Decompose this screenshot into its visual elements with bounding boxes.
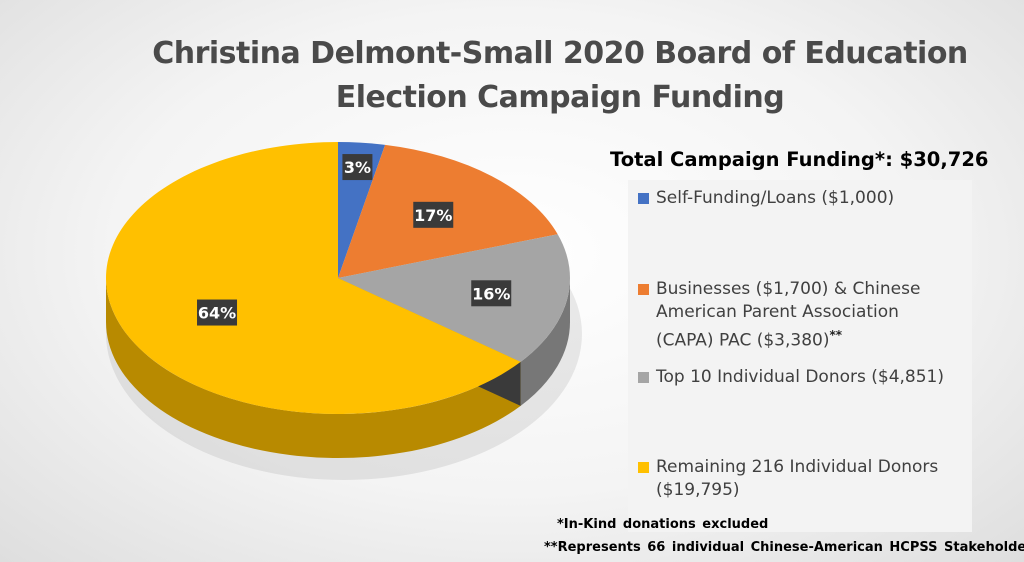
legend-label: Top 10 Individual Donors ($4,851) xyxy=(656,367,944,387)
data-label: 3% xyxy=(344,158,371,177)
data-label: 16% xyxy=(472,284,510,303)
pie-data-labels: 3% 17% 16% 64% xyxy=(197,154,512,326)
in-kind-footnote: *In-Kind donations excluded xyxy=(557,517,769,532)
data-label: 17% xyxy=(414,206,452,225)
data-label-box xyxy=(413,201,454,228)
pie-slice xyxy=(338,234,570,362)
pie-side-wall xyxy=(106,278,521,458)
legend-label: Self-Funding/Loans ($1,000) xyxy=(656,188,895,208)
legend-swatch xyxy=(638,372,649,383)
legend-item-remaining-donors: Remaining 216 Individual Donors ($19,795… xyxy=(638,456,950,502)
pie-side-wall xyxy=(520,278,570,406)
legend-footnote-marker: ** xyxy=(829,328,843,342)
chart-title: Christina Delmont-Small 2020 Board of Ed… xyxy=(100,32,1020,120)
chart-title-line-1: Christina Delmont-Small 2020 Board of Ed… xyxy=(152,36,968,71)
legend-swatch xyxy=(638,193,649,204)
legend-item-self-funding: Self-Funding/Loans ($1,000) xyxy=(638,187,950,210)
legend-label: Remaining 216 Individual Donors ($19,795… xyxy=(656,457,939,500)
legend-panel xyxy=(628,180,972,532)
legend-item-top-10-donors: Top 10 Individual Donors ($4,851) xyxy=(638,366,950,389)
legend-item-businesses-capa: Businesses ($1,700) & Chinese American P… xyxy=(638,278,950,353)
stakeholders-footnote: **Represents 66 individual Chinese-Ameri… xyxy=(544,540,1024,555)
legend-swatch xyxy=(638,284,649,295)
total-funding-label: Total Campaign Funding*: $30,726 xyxy=(610,148,989,171)
pie-slice xyxy=(105,142,521,415)
data-label-box xyxy=(342,154,373,181)
legend-swatch xyxy=(638,462,649,473)
data-label-box xyxy=(471,280,512,307)
pie-top xyxy=(105,142,570,415)
data-label: 64% xyxy=(198,304,236,323)
legend-label: Businesses ($1,700) & Chinese American P… xyxy=(656,279,921,351)
data-label-box xyxy=(197,299,238,326)
chart-title-line-2: Election Campaign Funding xyxy=(335,80,785,115)
